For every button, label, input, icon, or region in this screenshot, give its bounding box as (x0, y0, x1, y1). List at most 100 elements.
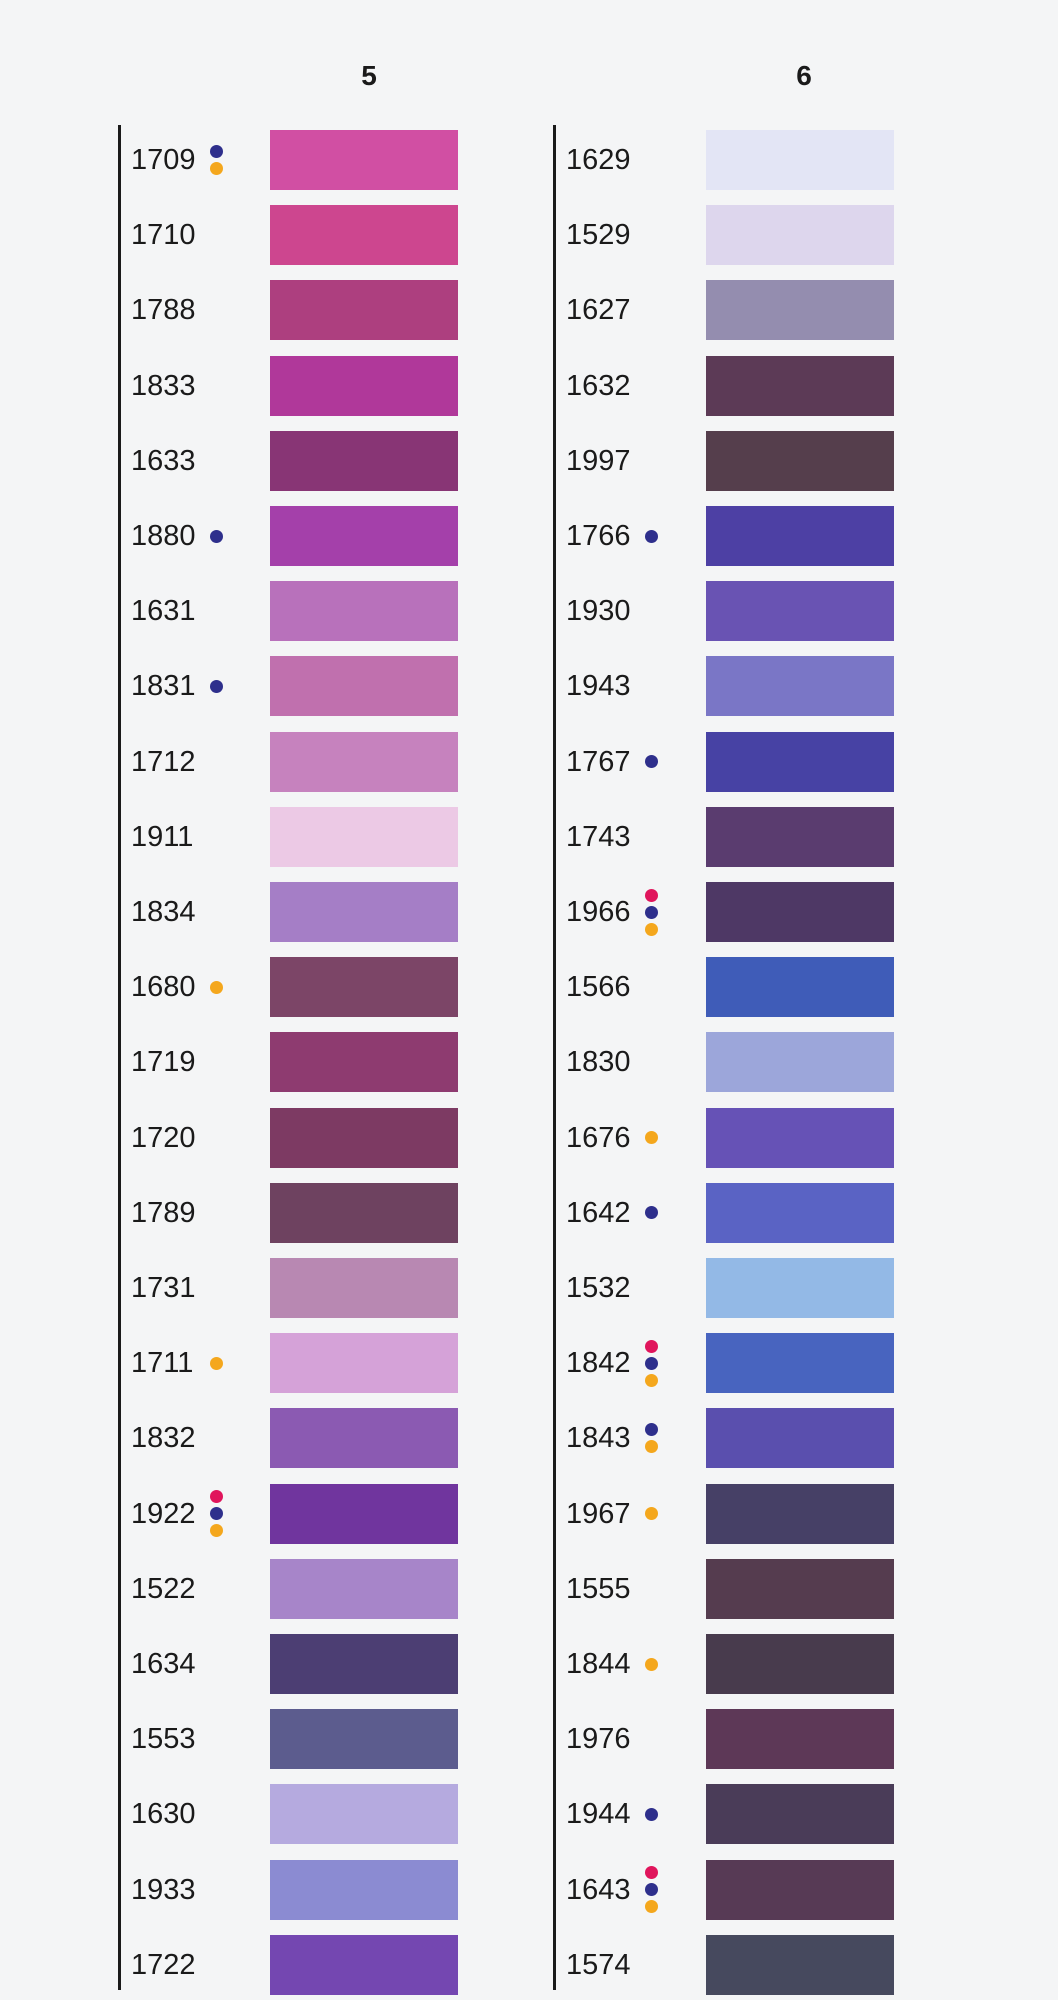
color-swatch-1709[interactable] (270, 130, 458, 190)
color-swatch-1997[interactable] (706, 430, 894, 491)
red-dot-marker (644, 1339, 658, 1353)
color-code-label: 1743 (566, 820, 631, 853)
color-code-label: 1944 (566, 1798, 631, 1831)
color-swatch-1522[interactable] (270, 1558, 458, 1619)
red-dot-marker (644, 888, 658, 902)
color-code-label: 1844 (566, 1648, 631, 1680)
color-swatch-1532[interactable] (706, 1258, 894, 1318)
color-swatch-1880[interactable] (270, 506, 458, 566)
color-swatch-1555[interactable] (706, 1558, 894, 1619)
color-swatch-1767[interactable] (706, 731, 894, 792)
color-swatch-1834[interactable] (270, 882, 458, 942)
color-code-label: 1532 (566, 1272, 631, 1304)
color-swatch-1711[interactable] (270, 1333, 458, 1394)
color-swatch-1627[interactable] (706, 280, 894, 341)
column-divider-line (118, 125, 121, 1990)
color-code-label: 1712 (131, 745, 196, 778)
color-swatch-1631[interactable] (270, 581, 458, 642)
color-swatch-1719[interactable] (270, 1032, 458, 1093)
color-swatch-1629[interactable] (706, 130, 894, 190)
color-code-label: 1720 (131, 1121, 196, 1154)
blue-dot-marker (209, 145, 223, 158)
color-swatch-1843[interactable] (706, 1408, 894, 1469)
blue-dot-marker (644, 1423, 658, 1437)
yellow-dot-marker (209, 1524, 223, 1538)
color-swatch-1766[interactable] (706, 506, 894, 566)
column-number-6: 6 (796, 60, 812, 91)
color-swatch-1634[interactable] (270, 1634, 458, 1694)
color-swatch-1844[interactable] (706, 1634, 894, 1694)
color-swatch-1833[interactable] (270, 355, 458, 416)
yellow-dot-marker (644, 1507, 658, 1521)
color-code-label: 1630 (131, 1798, 196, 1831)
color-code-label: 1566 (566, 971, 631, 1004)
blue-dot-marker (644, 1206, 658, 1220)
color-code-label: 1719 (131, 1046, 196, 1079)
color-swatch-1680[interactable] (270, 957, 458, 1018)
color-swatch-1967[interactable] (706, 1483, 894, 1544)
color-swatch-1832[interactable] (270, 1408, 458, 1469)
color-code-label: 1680 (131, 971, 196, 1004)
color-swatch-1676[interactable] (706, 1107, 894, 1168)
yellow-dot-marker (644, 1440, 658, 1454)
color-swatch-1788[interactable] (270, 280, 458, 341)
color-swatch-1976[interactable] (706, 1709, 894, 1770)
yellow-dot-marker (644, 922, 658, 936)
color-code-label: 1711 (131, 1347, 194, 1380)
color-code-label: 1833 (131, 369, 196, 402)
color-swatch-1566[interactable] (706, 957, 894, 1018)
color-swatch-1830[interactable] (706, 1032, 894, 1093)
color-code-label: 1632 (566, 369, 631, 402)
column-number-5: 5 (361, 60, 377, 91)
color-code-label: 1832 (131, 1422, 196, 1455)
color-code-label: 1997 (566, 444, 631, 477)
color-swatch-1630[interactable] (270, 1784, 458, 1845)
color-swatch-1743[interactable] (706, 806, 894, 867)
color-code-label: 1930 (566, 595, 631, 628)
color-swatch-1633[interactable] (270, 430, 458, 491)
blue-dot-marker (644, 1883, 658, 1897)
color-swatch-1642[interactable] (706, 1182, 894, 1243)
color-code-label: 1976 (566, 1723, 631, 1756)
color-code-label: 1922 (131, 1497, 196, 1530)
color-swatch-1933[interactable] (270, 1859, 458, 1920)
color-swatch-1553[interactable] (270, 1709, 458, 1770)
color-code-label: 1522 (131, 1572, 196, 1605)
color-swatch-1722[interactable] (270, 1934, 458, 1995)
color-swatch-1720[interactable] (270, 1107, 458, 1168)
color-swatch-1712[interactable] (270, 731, 458, 792)
color-swatch-1632[interactable] (706, 355, 894, 416)
color-code-label: 1627 (566, 294, 631, 327)
color-swatch-1710[interactable] (270, 205, 458, 266)
color-code-label: 1831 (131, 670, 196, 703)
color-code-label: 1731 (131, 1272, 196, 1304)
color-swatch-1922[interactable] (270, 1483, 458, 1544)
color-code-label: 1966 (566, 896, 631, 928)
color-code-label: 1967 (566, 1497, 631, 1530)
color-swatch-1930[interactable] (706, 581, 894, 642)
yellow-dot-marker (644, 1900, 658, 1914)
yellow-dot-marker (644, 1131, 658, 1145)
color-swatch-1529[interactable] (706, 205, 894, 266)
color-swatch-1789[interactable] (270, 1182, 458, 1243)
color-swatch-1574[interactable] (706, 1934, 894, 1995)
color-swatch-1944[interactable] (706, 1784, 894, 1845)
color-code-label: 1766 (566, 520, 631, 552)
color-code-label: 1555 (566, 1572, 631, 1605)
color-code-label: 1943 (566, 670, 631, 703)
color-swatch-1731[interactable] (270, 1258, 458, 1318)
color-swatch-1943[interactable] (706, 656, 894, 717)
color-code-label: 1574 (566, 1948, 631, 1981)
color-code-label: 1789 (131, 1196, 196, 1229)
color-code-label: 1633 (131, 444, 196, 477)
color-swatch-1643[interactable] (706, 1859, 894, 1920)
color-swatch-1911[interactable] (270, 806, 458, 867)
color-swatch-1966[interactable] (706, 882, 894, 942)
blue-dot-marker (209, 679, 223, 693)
color-code-label: 1710 (131, 219, 196, 252)
blue-dot-marker (209, 529, 223, 543)
color-code-label: 1830 (566, 1046, 631, 1079)
color-swatch-1842[interactable] (706, 1333, 894, 1394)
color-swatch-1831[interactable] (270, 656, 458, 717)
color-code-label: 1676 (566, 1121, 631, 1154)
